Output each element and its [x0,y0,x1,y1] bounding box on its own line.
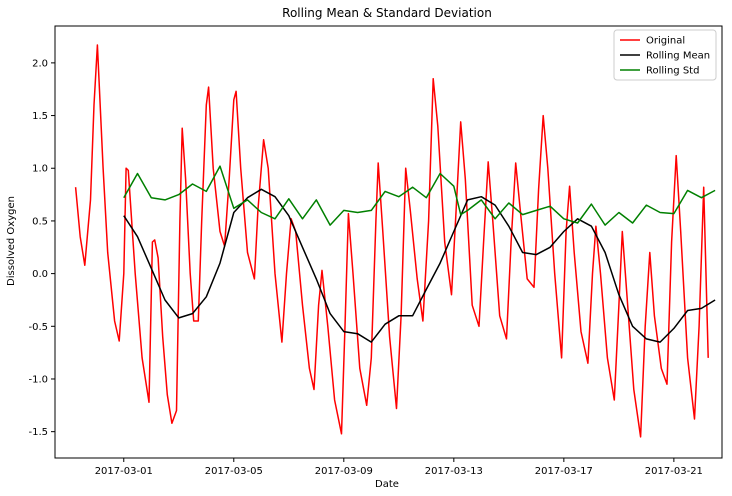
legend: Original Rolling Mean Rolling Std [613,29,717,81]
legend-label: Rolling Mean [646,51,710,62]
y-tick-label: 1.0 [32,164,48,175]
series-line-rolling-mean [123,188,716,343]
y-tick-label: -0.5 [28,322,48,333]
chart-title: Rolling Mean & Standard Deviation [282,6,492,20]
x-tick-label: 2017-03-17 [535,466,593,477]
y-axis: -1.5 -1.0 -0.5 0.0 0.5 1.0 1.5 2.0 [28,58,55,438]
y-tick-label: 0.5 [32,216,48,227]
legend-box [613,29,717,81]
x-axis-label: Date [375,479,399,490]
x-tick-label: 2017-03-09 [315,466,373,477]
y-axis-label: Dissolved Oxygen [6,196,17,286]
x-tick-label: 2017-03-13 [425,466,483,477]
series-line-rolling-std [123,165,716,226]
series-line-original [74,44,709,438]
plot-area [74,44,716,438]
y-tick-label: -1.5 [28,427,48,438]
y-tick-label: 2.0 [32,58,48,69]
y-tick-label: 0.0 [32,269,48,280]
x-tick-label: 2017-03-01 [95,466,153,477]
legend-label: Rolling Std [646,66,699,77]
x-axis: 2017-03-01 2017-03-05 2017-03-09 2017-03-13… [95,458,703,477]
y-tick-label: 1.5 [32,111,48,122]
y-tick-label: -1.0 [28,374,48,385]
legend-label: Original [646,36,685,47]
x-tick-label: 2017-03-21 [645,466,703,477]
axes-frame [54,25,723,459]
x-tick-label: 2017-03-05 [205,466,263,477]
